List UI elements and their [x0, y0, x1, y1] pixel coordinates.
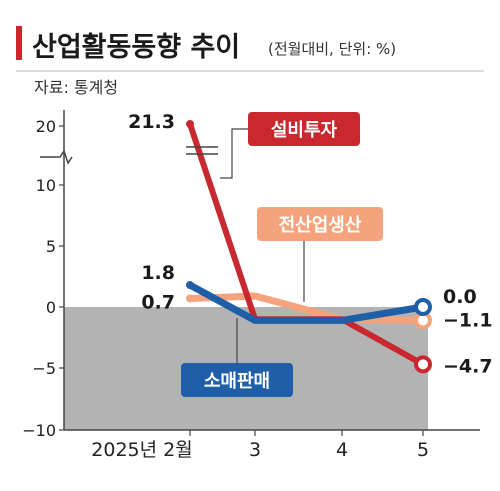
data-label-end: −1.1 — [443, 309, 493, 331]
y-tick-label: −10 — [22, 421, 56, 440]
series-tag-box — [181, 363, 293, 397]
series-tag-label: 전산업생산 — [279, 215, 362, 236]
series-tag-label: 설비투자 — [271, 120, 338, 141]
series-layer: 0.7 −1.1 21.3 −4.7 1.8 0.0 — [128, 111, 492, 377]
x-tick-label: 5 — [417, 439, 429, 461]
series-tag-equipment: 설비투자 — [248, 112, 360, 146]
y-tick-label: 5 — [46, 237, 56, 256]
series-point — [186, 120, 194, 128]
series-tag-production: 전산업생산 — [257, 207, 383, 241]
series-point — [186, 281, 194, 290]
y-axis-break-mark — [40, 149, 73, 165]
x-tick-label: 4 — [336, 439, 348, 461]
series-end-point — [414, 355, 432, 374]
data-label-start: 1.8 — [141, 262, 175, 284]
series-tag-label: 소매판매 — [204, 371, 270, 392]
data-label-end: −4.7 — [443, 355, 493, 377]
series-tag-retail: 소매판매 — [181, 363, 293, 397]
y-tick-label: 0 — [46, 298, 56, 317]
label-leader-lines — [220, 128, 305, 363]
series-end-point — [414, 298, 432, 316]
y-tick-label: 20 — [36, 117, 56, 136]
series-line — [186, 281, 427, 324]
x-tick-label: 2025년 2월 — [91, 439, 192, 461]
series-tag-box — [257, 207, 383, 241]
y-tick-label: 10 — [36, 176, 56, 195]
leader-line — [220, 128, 248, 179]
data-label-start: 21.3 — [128, 111, 175, 133]
y-ticks: 20 10 5 0 −5 −10 — [22, 117, 64, 440]
title-accent-bar — [16, 26, 22, 60]
data-label-start: 0.7 — [141, 291, 175, 313]
x-tick-label: 3 — [249, 439, 261, 461]
data-label-end: 0.0 — [443, 286, 477, 308]
series-tag-box — [248, 112, 360, 146]
series-point — [186, 294, 194, 303]
y-tick-label: −5 — [32, 359, 56, 378]
series-line — [186, 292, 427, 324]
chart-unit: (전월대비, 단위: %) — [268, 40, 396, 58]
x-ticks: 2025년 2월 3 4 5 — [91, 430, 429, 461]
chart-title: 산업활동동향 추이 — [32, 32, 240, 63]
chart-source: 자료: 통계청 — [34, 78, 118, 97]
